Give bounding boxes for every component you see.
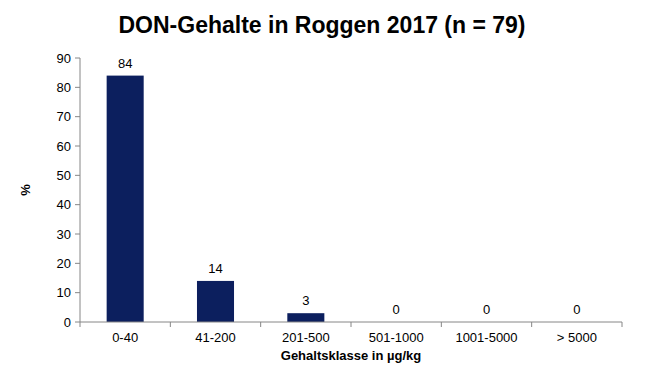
x-tick (622, 322, 623, 327)
y-tick (75, 204, 80, 205)
y-tick (75, 58, 80, 59)
y-tick (75, 87, 80, 88)
x-tick-label: 1001-5000 (455, 330, 517, 345)
data-label: 84 (118, 56, 132, 71)
data-label: 0 (483, 302, 490, 317)
y-tick-label: 30 (57, 227, 71, 242)
bar (197, 281, 234, 322)
y-tick (75, 292, 80, 293)
x-tick-label: 501-1000 (369, 330, 424, 345)
bar (287, 313, 324, 322)
x-tick (531, 322, 532, 327)
x-tick (441, 322, 442, 327)
y-tick-label: 60 (57, 139, 71, 154)
data-label: 14 (208, 261, 222, 276)
y-tick (75, 175, 80, 176)
y-axis-line (80, 58, 81, 322)
x-tick-label: 0-40 (112, 330, 138, 345)
x-tick-label: 41-200 (195, 330, 235, 345)
y-tick (75, 263, 80, 264)
x-tick (351, 322, 352, 327)
x-tick-label: > 5000 (557, 330, 597, 345)
y-tick-label: 10 (57, 285, 71, 300)
chart-title: DON-Gehalte in Roggen 2017 (n = 79) (118, 12, 525, 38)
y-tick (75, 234, 80, 235)
y-tick-label: 0 (64, 315, 71, 330)
data-label: 0 (573, 302, 580, 317)
x-tick (260, 322, 261, 327)
data-label: 3 (302, 293, 309, 308)
y-tick (75, 116, 80, 117)
y-tick (75, 146, 80, 147)
x-axis-title: Gehaltsklasse in µg/kg (281, 348, 421, 363)
y-axis-title: % (18, 184, 33, 196)
bars (107, 76, 325, 322)
y-tick-label: 70 (57, 109, 71, 124)
y-tick-label: 50 (57, 168, 71, 183)
y-tick-label: 90 (57, 51, 71, 66)
chart-container: DON-Gehalte in Roggen 2017 (n = 79) 0 10 20… (0, 0, 646, 386)
bar (107, 76, 144, 322)
y-tick (75, 322, 80, 323)
x-tick (80, 322, 81, 327)
y-tick-label: 80 (57, 80, 71, 95)
x-tick (170, 322, 171, 327)
data-label: 0 (393, 302, 400, 317)
y-tick-label: 40 (57, 197, 71, 212)
chart-svg: DON-Gehalte in Roggen 2017 (n = 79) 0 10 20… (0, 0, 646, 386)
y-tick-label: 20 (57, 256, 71, 271)
x-tick-label: 201-500 (282, 330, 330, 345)
